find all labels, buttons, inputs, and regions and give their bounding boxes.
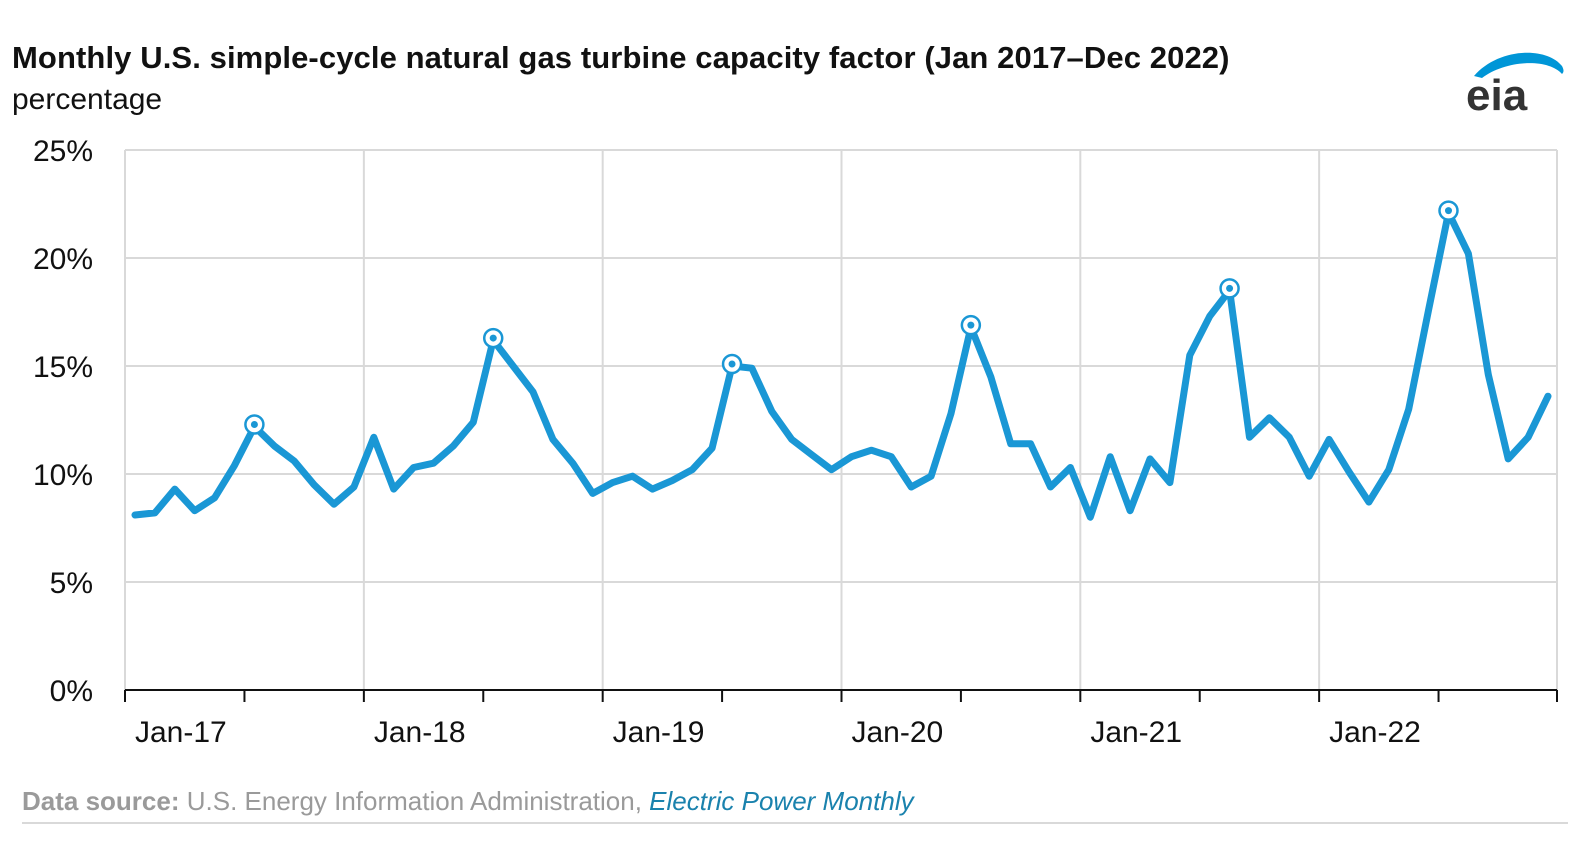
x-tick-label: Jan-21 (1090, 716, 1182, 749)
y-tick-label: 5% (50, 567, 93, 600)
y-tick-label: 0% (50, 675, 93, 708)
x-tick-label: Jan-22 (1329, 716, 1421, 749)
y-axis-labels: 0% 5% 10% 15% 20% 25% (33, 135, 93, 708)
peak-marker-dot (1444, 207, 1452, 215)
x-tick-label: Jan-19 (613, 716, 705, 749)
chart-subtitle: percentage (12, 83, 163, 116)
x-axis-labels: Jan-17 Jan-18 Jan-19 Jan-20 Jan-21 Jan-22 (135, 716, 1421, 749)
y-tick-label: 15% (33, 351, 93, 384)
x-axis (124, 689, 1558, 702)
series-line (131, 209, 1552, 521)
chart-title: Monthly U.S. simple-cycle natural gas tu… (12, 40, 1230, 75)
series-line-group (131, 209, 1552, 521)
y-tick-label: 25% (33, 135, 93, 168)
line-chart: 0% 5% 10% 15% 20% 25% Jan-17 Jan-18 Jan-19 Jan-2… (33, 135, 1558, 749)
eia-logo: eia (1466, 52, 1564, 116)
peak-marker-dot (489, 334, 497, 342)
data-source-publication-link[interactable]: Electric Power Monthly (649, 786, 914, 816)
y-tick-label: 10% (33, 459, 93, 492)
footer-divider (22, 822, 1568, 824)
data-source-label: Data source: (22, 786, 180, 816)
y-tick-label: 20% (33, 243, 93, 276)
peak-marker-dot (1226, 284, 1234, 292)
data-source-text: U.S. Energy Information Administration, (186, 786, 642, 816)
peak-marker-dot (728, 360, 736, 368)
x-tick-label: Jan-18 (374, 716, 466, 749)
x-tick-label: Jan-17 (135, 716, 227, 749)
x-tick-label: Jan-20 (852, 716, 944, 749)
eia-logo-text: eia (1466, 71, 1528, 116)
peak-markers (244, 200, 1459, 435)
grid-lines (124, 149, 1558, 690)
peak-marker-dot (967, 321, 975, 329)
peak-marker-dot (250, 420, 258, 428)
data-source-note: Data source: U.S. Energy Information Adm… (22, 786, 914, 817)
eia-logo-arc-icon (1474, 52, 1564, 78)
